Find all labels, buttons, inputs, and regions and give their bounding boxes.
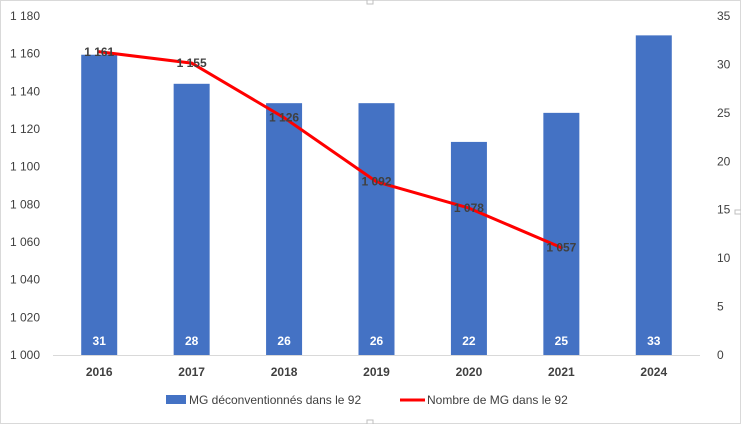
bar-data-label: 31 <box>93 334 107 348</box>
line-point <box>282 116 286 120</box>
x-tick-label: 2016 <box>86 365 113 379</box>
bar <box>358 103 395 356</box>
x-tick-label: 2017 <box>178 365 205 379</box>
line-series <box>99 50 562 250</box>
bar-data-label: 28 <box>185 334 199 348</box>
line-point <box>97 50 101 54</box>
y-left-tick-label: 1 100 <box>10 160 40 174</box>
line-point <box>467 206 471 210</box>
line-point <box>375 180 378 184</box>
y-left-tick-label: 1 160 <box>10 47 40 61</box>
y-left-tick-label: 1 000 <box>10 348 40 362</box>
line-data-label: 1 078 <box>454 201 484 215</box>
y-right-tick-label: 30 <box>717 57 731 71</box>
y-left-tick-label: 1 120 <box>10 122 40 136</box>
bar-data-label: 22 <box>462 334 476 348</box>
y-right-tick-label: 35 <box>717 9 731 23</box>
bar <box>81 54 118 355</box>
line-data-label: 1 092 <box>361 175 391 189</box>
bar-data-label: 25 <box>555 334 569 348</box>
x-tick-label: 2019 <box>363 365 390 379</box>
resize-handle <box>366 419 374 425</box>
x-tick-label: 2020 <box>456 365 483 379</box>
bar <box>173 83 210 356</box>
y-left-tick-label: 1 020 <box>10 310 40 324</box>
bar-data-label: 26 <box>370 334 384 348</box>
y-right-tick-label: 20 <box>717 154 731 168</box>
y-left-tick-label: 1 140 <box>10 84 40 98</box>
y-left-tick-label: 1 040 <box>10 273 40 287</box>
line-data-label: 1 155 <box>177 56 207 70</box>
line-point <box>190 61 194 65</box>
y-right-tick-label: 15 <box>717 203 731 217</box>
y-left-tick-label: 1 080 <box>10 197 40 211</box>
y-right-tick-label: 5 <box>717 300 724 314</box>
y-left-tick-label: 1 060 <box>10 235 40 249</box>
y-right-tick-label: 0 <box>717 348 724 362</box>
y-left-tick-label: 1 180 <box>10 9 40 23</box>
x-tick-label: 2018 <box>271 365 298 379</box>
resize-handle <box>366 0 374 5</box>
line-point <box>559 246 563 250</box>
x-tick-label: 2021 <box>548 365 575 379</box>
y-right-tick-label: 10 <box>717 251 731 265</box>
bar <box>635 35 672 355</box>
bar-data-label: 33 <box>647 334 661 348</box>
legend-label-line: Nombre de MG dans le 92 <box>427 393 568 407</box>
line-data-label: 1 161 <box>84 45 114 59</box>
y-right-tick-label: 25 <box>717 106 731 120</box>
resize-handle <box>734 209 741 215</box>
legend-label-bars: MG déconventionnés dans le 92 <box>189 393 361 407</box>
line-data-label: 1 126 <box>269 111 299 125</box>
bar <box>450 141 487 355</box>
bar <box>543 112 580 355</box>
x-tick-label: 2024 <box>640 365 667 379</box>
bar <box>266 103 303 356</box>
bar-data-label: 26 <box>277 334 291 348</box>
legend-swatch-bars <box>166 395 186 404</box>
line-data-label: 1 057 <box>546 241 576 255</box>
